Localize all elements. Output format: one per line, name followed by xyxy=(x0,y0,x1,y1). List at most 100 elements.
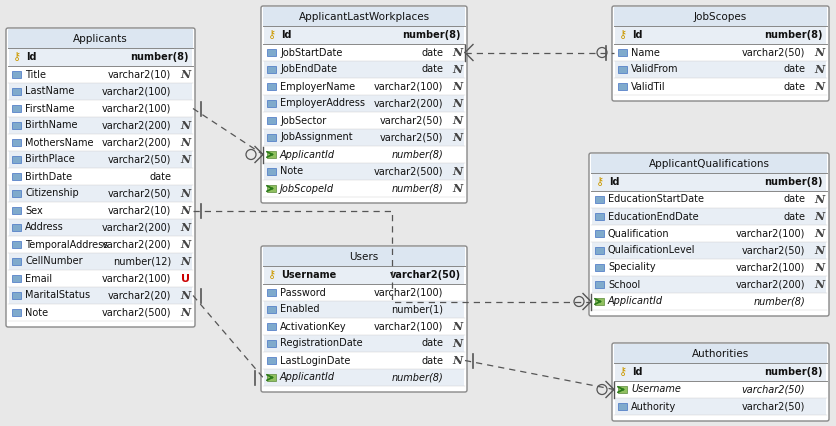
Text: MothersName: MothersName xyxy=(25,138,94,147)
FancyBboxPatch shape xyxy=(267,117,276,124)
Text: date: date xyxy=(421,64,443,75)
FancyBboxPatch shape xyxy=(264,78,464,95)
FancyBboxPatch shape xyxy=(267,151,276,158)
FancyBboxPatch shape xyxy=(264,129,464,146)
Text: N: N xyxy=(452,321,462,332)
Text: N: N xyxy=(180,239,190,250)
Text: number(8): number(8) xyxy=(391,372,443,383)
FancyBboxPatch shape xyxy=(12,241,21,248)
Text: N: N xyxy=(452,355,462,366)
Text: varchar2(100): varchar2(100) xyxy=(102,273,171,283)
Text: LastName: LastName xyxy=(25,86,74,97)
FancyBboxPatch shape xyxy=(12,292,21,299)
FancyBboxPatch shape xyxy=(592,276,826,293)
Text: varchar2(500): varchar2(500) xyxy=(101,308,171,317)
Text: N: N xyxy=(180,222,190,233)
FancyBboxPatch shape xyxy=(267,49,276,56)
FancyBboxPatch shape xyxy=(9,66,192,83)
Text: number(8): number(8) xyxy=(402,30,461,40)
FancyBboxPatch shape xyxy=(618,386,627,393)
Text: varchar2(50): varchar2(50) xyxy=(380,132,443,143)
Text: Note: Note xyxy=(25,308,48,317)
FancyBboxPatch shape xyxy=(12,190,21,197)
Text: RegistrationDate: RegistrationDate xyxy=(280,339,363,348)
Text: ValidFrom: ValidFrom xyxy=(631,64,679,75)
Text: Id: Id xyxy=(609,177,619,187)
Text: ApplicantId: ApplicantId xyxy=(608,296,663,306)
Text: N: N xyxy=(814,211,824,222)
FancyBboxPatch shape xyxy=(592,173,826,191)
Text: N: N xyxy=(814,245,824,256)
Text: date: date xyxy=(783,64,805,75)
Text: varchar2(10): varchar2(10) xyxy=(108,205,171,216)
FancyBboxPatch shape xyxy=(618,49,627,56)
FancyBboxPatch shape xyxy=(618,66,627,73)
Text: Address: Address xyxy=(25,222,64,233)
FancyBboxPatch shape xyxy=(612,6,829,101)
FancyBboxPatch shape xyxy=(618,83,627,90)
FancyBboxPatch shape xyxy=(264,180,464,197)
Text: N: N xyxy=(452,81,462,92)
FancyBboxPatch shape xyxy=(264,352,464,369)
Text: Note: Note xyxy=(280,167,303,176)
FancyBboxPatch shape xyxy=(595,281,604,288)
Text: varchar2(100): varchar2(100) xyxy=(102,104,171,113)
Text: QulaificationLevel: QulaificationLevel xyxy=(608,245,696,256)
Text: varchar2(200): varchar2(200) xyxy=(101,138,171,147)
Text: N: N xyxy=(814,279,824,290)
Text: N: N xyxy=(452,115,462,126)
Text: number(8): number(8) xyxy=(764,30,823,40)
Text: BirthName: BirthName xyxy=(25,121,78,130)
FancyBboxPatch shape xyxy=(12,88,21,95)
FancyBboxPatch shape xyxy=(9,48,192,66)
FancyBboxPatch shape xyxy=(267,134,276,141)
FancyBboxPatch shape xyxy=(9,168,192,185)
FancyBboxPatch shape xyxy=(264,284,464,301)
Text: number(8): number(8) xyxy=(391,150,443,159)
Text: N: N xyxy=(814,194,824,205)
FancyBboxPatch shape xyxy=(9,117,192,134)
FancyBboxPatch shape xyxy=(267,66,276,73)
FancyBboxPatch shape xyxy=(267,168,276,175)
Text: CellNumber: CellNumber xyxy=(25,256,83,267)
Text: number(8): number(8) xyxy=(764,177,823,187)
FancyBboxPatch shape xyxy=(592,259,826,276)
Text: N: N xyxy=(180,290,190,301)
FancyBboxPatch shape xyxy=(267,289,276,296)
FancyBboxPatch shape xyxy=(9,134,192,151)
Text: varchar2(100): varchar2(100) xyxy=(736,228,805,239)
Text: Citizenship: Citizenship xyxy=(25,188,79,199)
Text: N: N xyxy=(180,120,190,131)
FancyBboxPatch shape xyxy=(615,61,826,78)
Text: N: N xyxy=(180,154,190,165)
FancyBboxPatch shape xyxy=(6,28,195,327)
FancyBboxPatch shape xyxy=(264,318,464,335)
Text: LastLoginDate: LastLoginDate xyxy=(280,356,350,366)
Text: JobSector: JobSector xyxy=(280,115,326,126)
FancyBboxPatch shape xyxy=(264,95,464,112)
Text: Enabled: Enabled xyxy=(280,305,319,314)
FancyBboxPatch shape xyxy=(263,7,465,27)
Text: Users: Users xyxy=(349,252,379,262)
FancyBboxPatch shape xyxy=(9,253,192,270)
Text: BirthPlace: BirthPlace xyxy=(25,155,74,164)
Text: varchar2(50): varchar2(50) xyxy=(742,48,805,58)
FancyBboxPatch shape xyxy=(615,363,826,381)
FancyBboxPatch shape xyxy=(615,26,826,44)
FancyBboxPatch shape xyxy=(618,403,627,410)
Text: ApplicantQualifications: ApplicantQualifications xyxy=(649,159,769,169)
FancyBboxPatch shape xyxy=(9,270,192,287)
FancyBboxPatch shape xyxy=(264,112,464,129)
FancyBboxPatch shape xyxy=(615,44,826,61)
FancyBboxPatch shape xyxy=(12,105,21,112)
Text: varchar2(50): varchar2(50) xyxy=(390,270,461,280)
FancyBboxPatch shape xyxy=(264,369,464,386)
FancyBboxPatch shape xyxy=(9,185,192,202)
Text: varchar2(100): varchar2(100) xyxy=(374,81,443,92)
Text: varchar2(50): varchar2(50) xyxy=(742,385,805,394)
Text: varchar2(100): varchar2(100) xyxy=(736,262,805,273)
Text: date: date xyxy=(421,48,443,58)
FancyBboxPatch shape xyxy=(595,196,604,203)
FancyBboxPatch shape xyxy=(9,83,192,100)
Text: Authorities: Authorities xyxy=(692,349,749,359)
